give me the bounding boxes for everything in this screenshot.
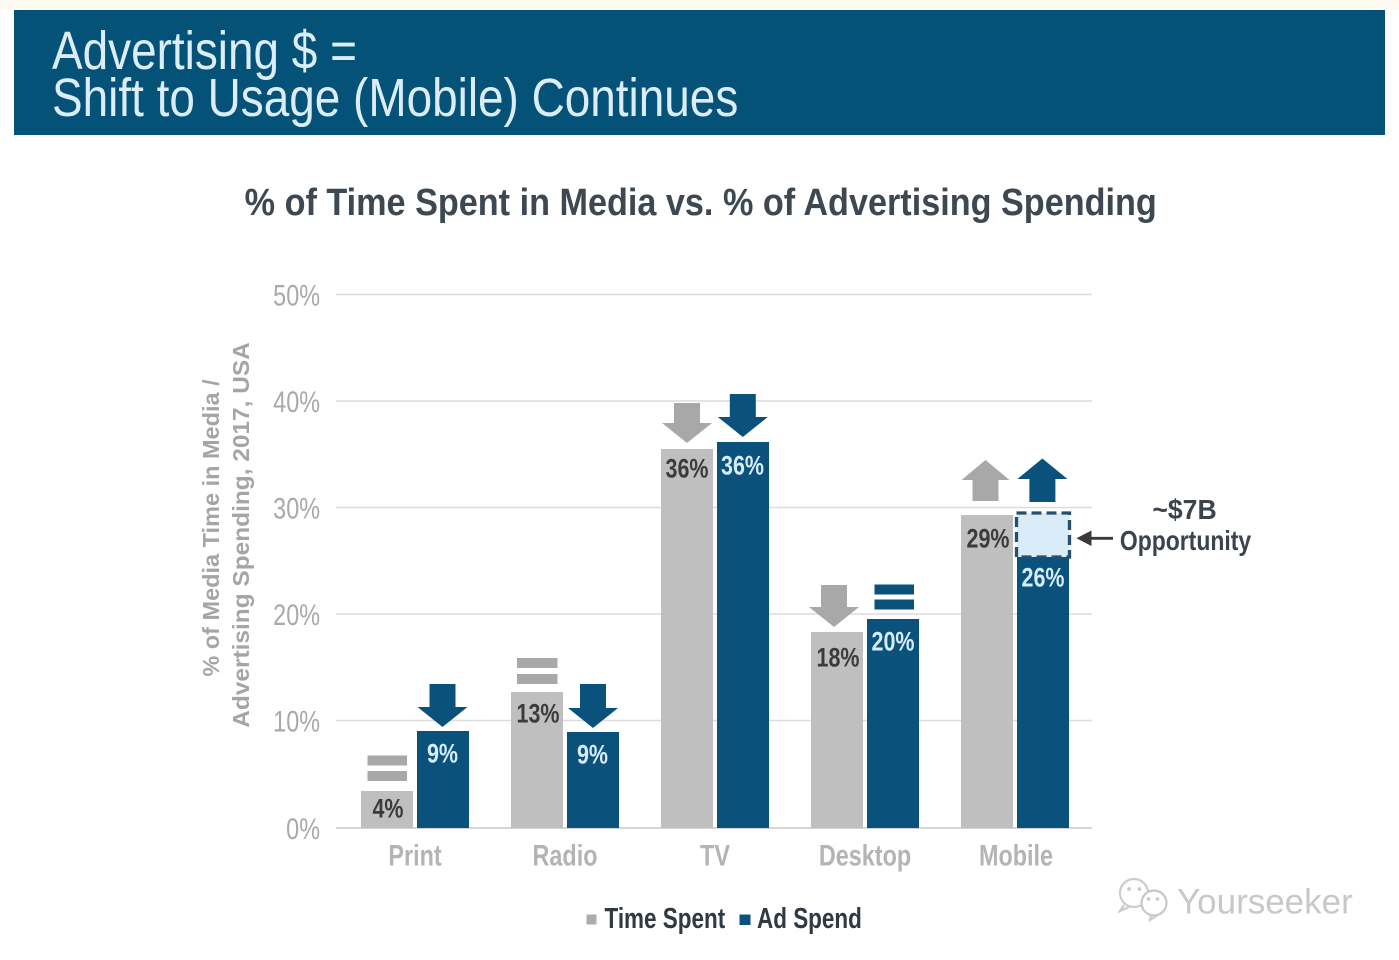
- svg-text:Opportunity: Opportunity: [1120, 526, 1252, 557]
- svg-text:Radio: Radio: [533, 839, 598, 872]
- svg-text:Time Spent: Time Spent: [605, 904, 726, 935]
- svg-text:30%: 30%: [273, 492, 320, 525]
- svg-text:36%: 36%: [666, 454, 709, 484]
- svg-text:~$7B: ~$7B: [1152, 493, 1216, 525]
- svg-text:4%: 4%: [372, 794, 403, 824]
- svg-text:40%: 40%: [273, 385, 320, 418]
- svg-text:Mobile: Mobile: [979, 839, 1053, 872]
- svg-text:TV: TV: [700, 839, 730, 872]
- svg-text:Ad Spend: Ad Spend: [757, 904, 862, 935]
- svg-text:26%: 26%: [1022, 563, 1065, 593]
- svg-text:Desktop: Desktop: [819, 839, 911, 872]
- svg-text:% of Media Time in Media /: % of Media Time in Media /: [198, 379, 224, 677]
- svg-text:Advertising Spending, 2017, US: Advertising Spending, 2017, USA: [228, 342, 254, 728]
- svg-text:36%: 36%: [721, 451, 764, 481]
- svg-text:9%: 9%: [427, 739, 458, 769]
- svg-text:Yourseeker: Yourseeker: [1177, 883, 1353, 922]
- svg-text:13%: 13%: [517, 699, 560, 729]
- svg-text:20%: 20%: [872, 627, 915, 657]
- svg-text:9%: 9%: [577, 740, 608, 770]
- svg-text:Print: Print: [388, 839, 441, 872]
- svg-text:29%: 29%: [967, 524, 1010, 554]
- svg-text:20%: 20%: [273, 598, 320, 631]
- svg-text:50%: 50%: [273, 279, 320, 312]
- svg-text:0%: 0%: [286, 812, 320, 845]
- svg-text:18%: 18%: [817, 643, 860, 673]
- svg-text:10%: 10%: [273, 705, 320, 738]
